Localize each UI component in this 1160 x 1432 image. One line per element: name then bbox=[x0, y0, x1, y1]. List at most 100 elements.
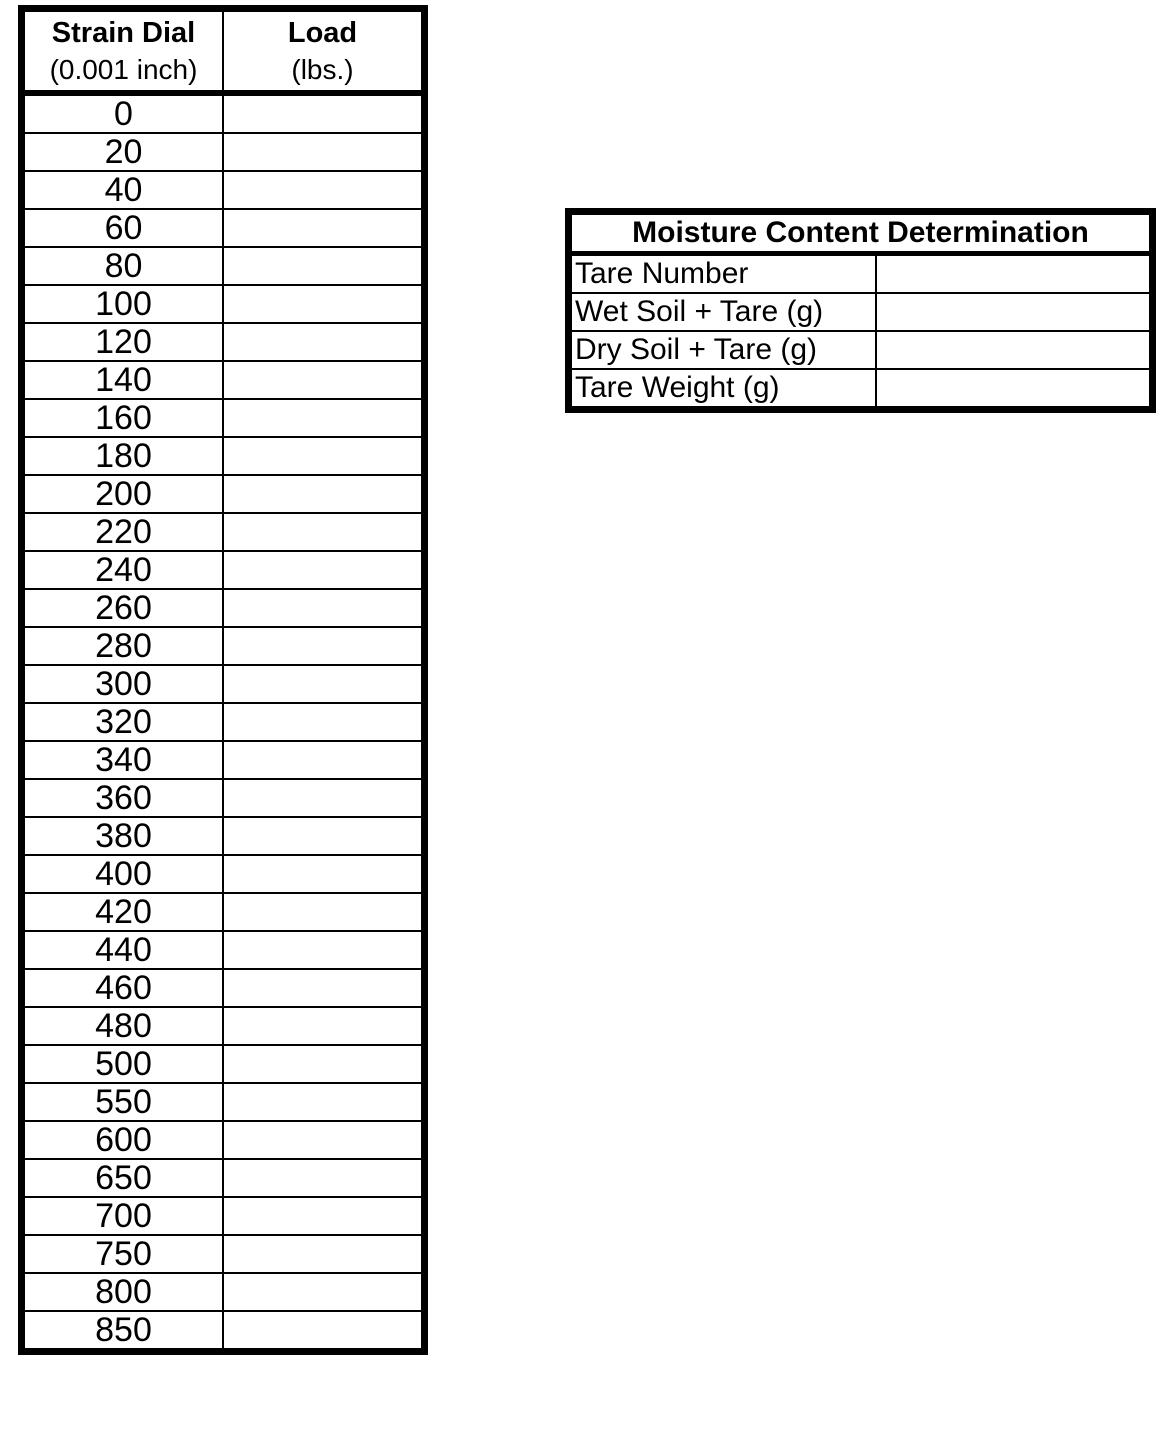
load-value-cell bbox=[222, 1158, 426, 1198]
strain-dial-value: 650 bbox=[20, 1158, 224, 1198]
strain-dial-value: 60 bbox=[20, 208, 224, 248]
strain-dial-value: 240 bbox=[20, 550, 224, 590]
table-row: 200 bbox=[20, 474, 426, 514]
strain-dial-value: 340 bbox=[20, 740, 224, 780]
load-value-cell bbox=[222, 246, 426, 286]
moisture-row-label: Tare Weight (g) bbox=[567, 368, 877, 411]
load-value-cell bbox=[222, 854, 426, 894]
strain-dial-value: 400 bbox=[20, 854, 224, 894]
table-row: 0 bbox=[20, 92, 426, 134]
strain-dial-value: 140 bbox=[20, 360, 224, 400]
table-row: 600 bbox=[20, 1120, 426, 1160]
table-row: Tare Number bbox=[567, 252, 1154, 294]
load-value-cell bbox=[222, 474, 426, 514]
load-value-cell bbox=[222, 626, 426, 666]
strain-dial-value: 260 bbox=[20, 588, 224, 628]
load-value-cell bbox=[222, 322, 426, 362]
load-value-cell bbox=[222, 1082, 426, 1122]
moisture-row-label: Dry Soil + Tare (g) bbox=[567, 330, 877, 370]
strain-load-table: Strain Dial (0.001 inch) Load (lbs.) 0 2… bbox=[18, 5, 428, 1355]
load-column-header: Load (lbs.) bbox=[222, 7, 426, 96]
table-row: 380 bbox=[20, 816, 426, 856]
strain-dial-value: 420 bbox=[20, 892, 224, 932]
strain-dial-value: 80 bbox=[20, 246, 224, 286]
moisture-row-value-cell bbox=[874, 252, 1154, 294]
table-row: 400 bbox=[20, 854, 426, 894]
table-row: 550 bbox=[20, 1082, 426, 1122]
load-value-cell bbox=[222, 92, 426, 134]
load-value-cell bbox=[222, 512, 426, 552]
moisture-row-label: Tare Number bbox=[567, 252, 877, 294]
load-value-cell bbox=[222, 1234, 426, 1274]
load-value-cell bbox=[222, 1310, 426, 1353]
table-row: 80 bbox=[20, 246, 426, 286]
load-value-cell bbox=[222, 930, 426, 970]
table-row: 650 bbox=[20, 1158, 426, 1198]
strain-dial-value: 180 bbox=[20, 436, 224, 476]
moisture-content-table: Moisture Content Determination Tare Numb… bbox=[565, 208, 1156, 413]
strain-dial-value: 750 bbox=[20, 1234, 224, 1274]
load-value-cell bbox=[222, 132, 426, 172]
strain-dial-value: 500 bbox=[20, 1044, 224, 1084]
table-row: 850 bbox=[20, 1310, 426, 1353]
load-value-cell bbox=[222, 968, 426, 1008]
load-value-cell bbox=[222, 284, 426, 324]
table-row: 800 bbox=[20, 1272, 426, 1312]
table-row: 240 bbox=[20, 550, 426, 590]
strain-dial-value: 220 bbox=[20, 512, 224, 552]
load-value-cell bbox=[222, 1196, 426, 1236]
load-value-cell bbox=[222, 550, 426, 590]
table-row: 280 bbox=[20, 626, 426, 666]
load-value-cell bbox=[222, 1044, 426, 1084]
table-row: 360 bbox=[20, 778, 426, 818]
strain-dial-value: 850 bbox=[20, 1310, 224, 1353]
strain-dial-value: 160 bbox=[20, 398, 224, 438]
table-row: 260 bbox=[20, 588, 426, 628]
table-row: 700 bbox=[20, 1196, 426, 1236]
strain-dial-column-header: Strain Dial (0.001 inch) bbox=[20, 7, 224, 96]
table-row: 220 bbox=[20, 512, 426, 552]
load-value-cell bbox=[222, 1120, 426, 1160]
moisture-table-title-row: Moisture Content Determination bbox=[567, 210, 1154, 256]
moisture-row-label: Wet Soil + Tare (g) bbox=[567, 292, 877, 332]
load-header-units: (lbs.) bbox=[291, 53, 354, 85]
moisture-row-value-cell bbox=[874, 368, 1154, 411]
strain-dial-value: 200 bbox=[20, 474, 224, 514]
load-value-cell bbox=[222, 740, 426, 780]
strain-table-header-row: Strain Dial (0.001 inch) Load (lbs.) bbox=[20, 7, 426, 96]
strain-dial-value: 300 bbox=[20, 664, 224, 704]
strain-dial-value: 20 bbox=[20, 132, 224, 172]
strain-dial-value: 120 bbox=[20, 322, 224, 362]
load-value-cell bbox=[222, 588, 426, 628]
table-row: 60 bbox=[20, 208, 426, 248]
load-value-cell bbox=[222, 816, 426, 856]
table-row: 300 bbox=[20, 664, 426, 704]
load-value-cell bbox=[222, 1006, 426, 1046]
table-row: 440 bbox=[20, 930, 426, 970]
moisture-row-value-cell bbox=[874, 292, 1154, 332]
table-row: 100 bbox=[20, 284, 426, 324]
table-row: Tare Weight (g) bbox=[567, 368, 1154, 411]
table-row: 40 bbox=[20, 170, 426, 210]
table-row: Wet Soil + Tare (g) bbox=[567, 292, 1154, 332]
strain-dial-header-title: Strain Dial bbox=[51, 17, 196, 50]
load-header-title: Load bbox=[287, 17, 358, 50]
load-value-cell bbox=[222, 398, 426, 438]
strain-dial-value: 100 bbox=[20, 284, 224, 324]
strain-dial-value: 380 bbox=[20, 816, 224, 856]
strain-dial-value: 600 bbox=[20, 1120, 224, 1160]
strain-dial-value: 360 bbox=[20, 778, 224, 818]
load-value-cell bbox=[222, 360, 426, 400]
load-value-cell bbox=[222, 170, 426, 210]
moisture-table-title: Moisture Content Determination bbox=[567, 210, 1154, 256]
table-row: 320 bbox=[20, 702, 426, 742]
strain-dial-header-units: (0.001 inch) bbox=[49, 53, 198, 85]
table-row: 460 bbox=[20, 968, 426, 1008]
strain-dial-value: 460 bbox=[20, 968, 224, 1008]
table-row: 420 bbox=[20, 892, 426, 932]
load-value-cell bbox=[222, 208, 426, 248]
load-value-cell bbox=[222, 702, 426, 742]
strain-dial-value: 550 bbox=[20, 1082, 224, 1122]
strain-dial-value: 440 bbox=[20, 930, 224, 970]
